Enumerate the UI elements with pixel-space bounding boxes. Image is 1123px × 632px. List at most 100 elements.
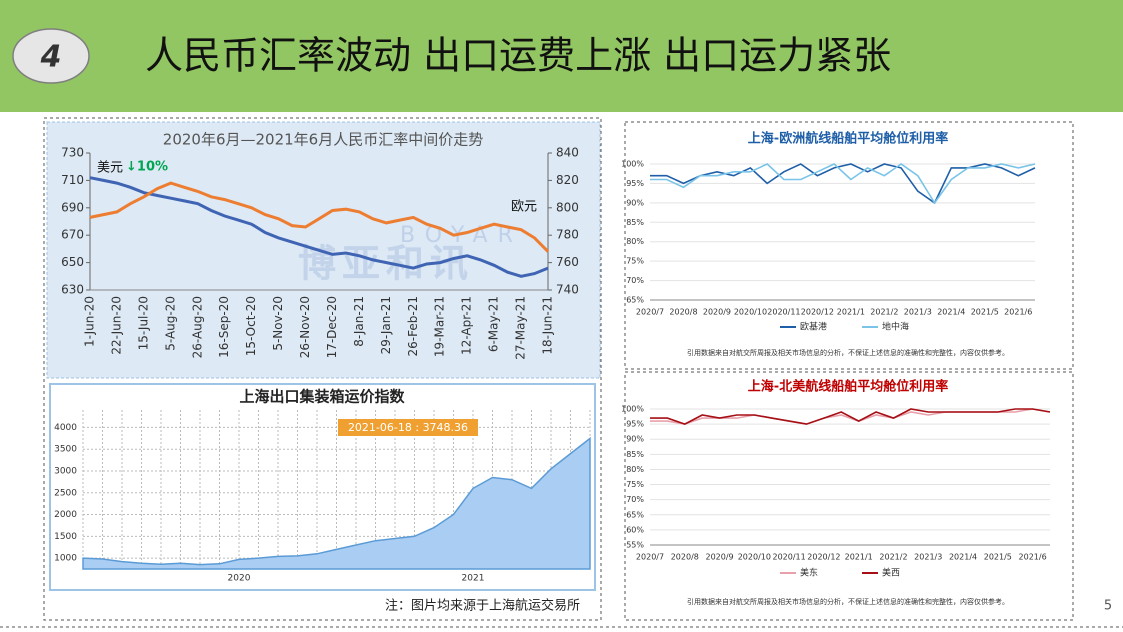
section-number: 4 (40, 40, 62, 75)
x-tick-label: 6-May-21 (487, 296, 501, 352)
y-tick-label: 3000 (54, 466, 77, 476)
x-tick-label: 17-Dec-20 (325, 296, 339, 358)
y-tick-label: 2500 (54, 488, 77, 498)
y2-tick-label: 820 (556, 173, 579, 187)
chart-note: 引用数据来自对航交所周报及相关市场信息的分析，不保证上述信息的准确性和完整性，内… (687, 597, 1009, 606)
x-tick-label: 2021/2 (879, 553, 907, 562)
annotation: ↓10% (126, 160, 168, 175)
series-line (89, 181, 550, 253)
y-tick-label: 650 (61, 255, 84, 269)
source-note: 注：图片均来源于上海航运交易所 (385, 598, 580, 614)
x-tick-label: 2020/10 (734, 308, 767, 317)
x-tick-label: 2020/10 (738, 553, 771, 562)
x-tick-label: 2020/11 (773, 553, 806, 562)
x-tick-label: 2021/6 (1004, 308, 1032, 317)
y-tick-label: 630 (61, 283, 84, 297)
x-tick-label: 8-Jan-21 (352, 296, 366, 347)
y2-tick-label: 760 (556, 255, 579, 269)
chart-title: 2020年6月—2021年6月人民币汇率中间价走势 (163, 131, 483, 149)
legend-label: 美东 (800, 567, 818, 579)
europe-panel (624, 121, 1074, 370)
chart-title: 上海-欧洲航线船舶平均舱位利用率 (748, 131, 948, 147)
y2-tick-label: 800 (556, 200, 579, 214)
legend-label: 欧基港 (800, 321, 827, 333)
left-panel (43, 117, 602, 621)
y-tick-label: 80% (626, 237, 644, 246)
page-number: 5 (1104, 599, 1112, 614)
y-tick-label: 85% (626, 218, 644, 227)
series-line (650, 163, 1036, 205)
x-tick-label: 18-Jun-21 (541, 296, 555, 355)
y-tick-label: 2000 (54, 510, 77, 520)
x-tick-label: 5-Aug-20 (163, 296, 177, 351)
x-tick-label: 2021/4 (937, 308, 965, 317)
y-tick-label: 55% (626, 541, 644, 550)
y-tick-label: 65% (626, 510, 644, 519)
x-tick-label: 19-Mar-21 (433, 296, 447, 357)
slide-title: 人民币汇率波动 出口运费上涨 出口运力紧张 (145, 34, 891, 78)
y-tick-label: 690 (61, 200, 84, 214)
x-tick-label: 2020/8 (671, 553, 699, 562)
x-tick-label: 2021/2 (870, 308, 898, 317)
x-tick-label: 2021/6 (1019, 553, 1047, 562)
y2-tick-label: 740 (556, 283, 579, 297)
series-label: 美元 (97, 161, 123, 176)
x-tick-label: 2020/8 (669, 308, 697, 317)
series-line (89, 176, 549, 278)
y-tick-label: 75% (626, 257, 644, 266)
y-tick-label: 60% (626, 525, 644, 534)
x-tick-label: 2021/4 (949, 553, 977, 562)
y-tick-label: 100% (621, 405, 644, 414)
x-tick-label: 2021/1 (845, 553, 873, 562)
legend-label: 美西 (882, 567, 900, 579)
y-tick-label: 4000 (54, 423, 77, 433)
annotation: 2021-06-18 : 3748.36 (348, 421, 468, 434)
y-tick-label: 95% (626, 420, 644, 429)
x-tick-label: 2020/11 (767, 308, 800, 317)
y-tick-label: 85% (626, 450, 644, 459)
x-tick-label: 5-Nov-20 (271, 296, 285, 351)
x-tick-label: 2020/7 (636, 553, 664, 562)
series-line (650, 408, 1051, 425)
fx-chart-bg (46, 121, 601, 379)
legend-label: 地中海 (882, 321, 909, 333)
x-tick-label: 2020/12 (807, 553, 840, 562)
x-tick-label: 1-Jun-20 (83, 296, 97, 347)
chart-title: 上海-北美航线船舶平均舱位利用率 (748, 379, 948, 395)
x-tick-label: 2020/12 (801, 308, 834, 317)
x-tick-label: 12-Apr-21 (460, 296, 474, 355)
x-tick-label: 27-May-21 (514, 296, 528, 360)
y-tick-label: 100% (621, 160, 644, 169)
y-tick-label: 3500 (54, 445, 77, 455)
x-tick-label: 2021/5 (984, 553, 1012, 562)
y-tick-label: 670 (61, 228, 84, 242)
x-tick-label: 22-Jun-20 (109, 296, 123, 355)
y-tick-label: 95% (626, 179, 644, 188)
header-band (0, 0, 1123, 112)
chart-title: 上海出口集装箱运价指数 (239, 388, 405, 406)
x-tick-label: 26-Feb-21 (406, 296, 420, 356)
x-tick-label: 16-Sep-20 (217, 296, 231, 358)
x-tick-label: 2020/9 (703, 308, 731, 317)
y-tick-label: 1000 (54, 554, 77, 564)
series-label: 欧元 (511, 200, 537, 215)
number-badge (12, 28, 90, 84)
x-tick-label: 2021/3 (914, 553, 942, 562)
y-tick-label: 75% (626, 480, 644, 489)
america-panel (624, 371, 1074, 621)
x-tick-label: 29-Jan-21 (379, 296, 393, 354)
y-tick-label: 730 (61, 146, 84, 160)
x-tick-label: 2020/7 (636, 308, 664, 317)
x-tick-label: 26-Aug-20 (190, 296, 204, 358)
y-tick-label: 1500 (54, 532, 77, 542)
y2-tick-label: 780 (556, 228, 579, 242)
x-tick-label: 26-Nov-20 (298, 296, 312, 358)
y-tick-label: 90% (626, 435, 644, 444)
x-tick-label: 15-Jul-20 (136, 296, 150, 350)
annotation-box (338, 419, 478, 436)
x-tick-label: 2021 (462, 574, 485, 584)
x-tick-label: 15-Oct-20 (244, 296, 258, 356)
x-tick-label: 2020/9 (705, 553, 733, 562)
y-tick-label: 710 (61, 173, 84, 187)
